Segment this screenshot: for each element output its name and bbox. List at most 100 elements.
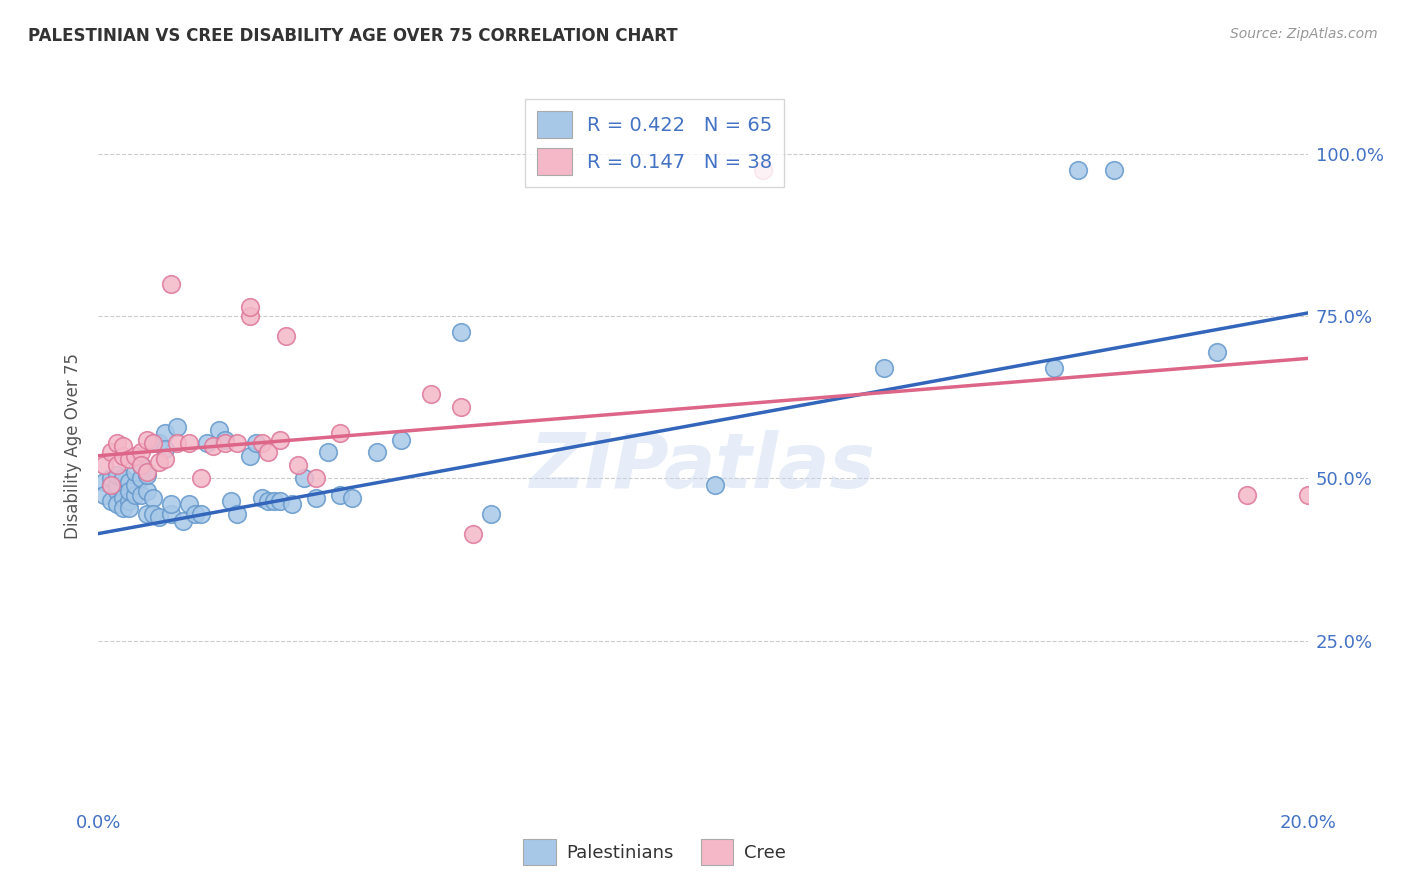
Point [342,491,364,505]
Point [1236,488,1258,502]
Point [160,507,183,521]
Point [111,491,134,505]
Point [226,435,249,450]
Point [202,439,225,453]
Point [135,484,157,499]
Point [124,465,146,479]
Point [142,435,165,450]
Point [124,478,146,492]
Point [100,478,122,492]
Point [172,514,194,528]
Point [160,497,183,511]
Point [250,491,273,505]
Y-axis label: Disability Age Over 75: Disability Age Over 75 [65,353,83,539]
Point [214,435,236,450]
Point [153,425,176,440]
Point [274,328,297,343]
Point [1206,345,1229,359]
Point [166,435,188,450]
Point [129,488,152,502]
Point [463,526,485,541]
Point [118,475,141,489]
Point [287,458,309,473]
Point [305,491,328,505]
Point [1042,361,1064,376]
Point [245,435,267,450]
Point [1296,488,1319,502]
Point [118,484,141,499]
Point [450,326,472,340]
Point [239,449,262,463]
Point [129,445,152,459]
Point [105,468,128,483]
Point [111,449,134,463]
Point [256,494,278,508]
Point [179,497,201,511]
Point [118,500,141,515]
Point [221,494,243,508]
Point [250,435,273,450]
Point [129,458,152,473]
Text: PALESTINIAN VS CREE DISABILITY AGE OVER 75 CORRELATION CHART: PALESTINIAN VS CREE DISABILITY AGE OVER … [28,27,678,45]
Point [190,471,212,485]
Point [420,387,443,401]
Point [148,455,170,469]
Point [111,439,134,453]
Point [100,445,122,459]
Point [269,433,291,447]
Point [752,163,775,178]
Point [105,497,128,511]
Point [118,452,141,467]
Point [100,478,122,492]
Point [239,300,262,314]
Point [214,433,236,447]
Point [305,471,328,485]
Point [105,458,128,473]
Point [105,435,128,450]
Point [450,400,472,414]
Legend: Palestinians, Cree: Palestinians, Cree [516,832,793,872]
Point [93,488,115,502]
Point [100,494,122,508]
Point [263,494,285,508]
Point [329,425,352,440]
Point [129,458,152,473]
Point [166,419,188,434]
Point [93,458,115,473]
Point [195,435,218,450]
Point [226,507,249,521]
Point [148,435,170,450]
Point [153,452,176,467]
Point [239,310,262,324]
Point [281,497,304,511]
Point [179,435,201,450]
Point [124,449,146,463]
Point [184,507,207,521]
Point [329,488,352,502]
Point [873,361,896,376]
Point [389,433,412,447]
Point [316,445,339,459]
Point [105,478,128,492]
Point [135,433,157,447]
Point [129,471,152,485]
Point [93,475,115,489]
Point [100,471,122,485]
Point [256,445,278,459]
Point [111,471,134,485]
Text: ZIPatlas: ZIPatlas [530,431,876,504]
Point [105,484,128,499]
Point [111,500,134,515]
Point [366,445,388,459]
Point [208,423,231,437]
Point [269,494,291,508]
Point [292,471,315,485]
Point [118,494,141,508]
Point [142,507,165,521]
Point [481,507,503,521]
Point [135,465,157,479]
Point [124,488,146,502]
Point [1067,163,1090,178]
Text: Source: ZipAtlas.com: Source: ZipAtlas.com [1230,27,1378,41]
Point [148,510,170,524]
